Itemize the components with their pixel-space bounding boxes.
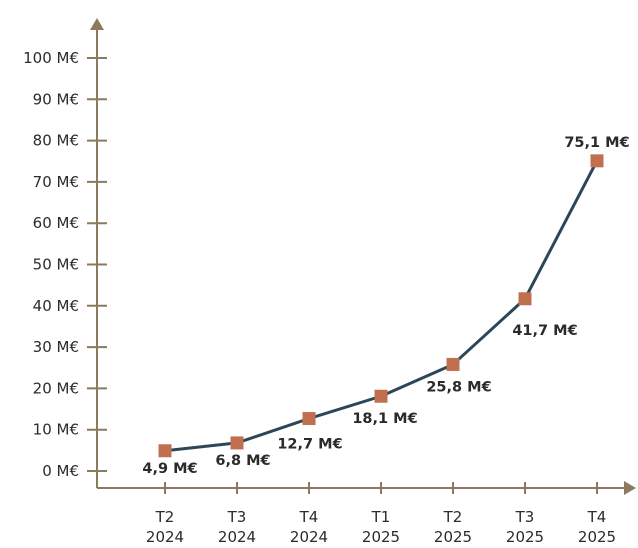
x-tick-label-quarter: T2 xyxy=(155,508,175,526)
x-tick-label-year: 2025 xyxy=(362,528,400,546)
data-point-marker xyxy=(374,389,388,403)
series-group xyxy=(158,154,604,458)
x-tick-label-quarter: T4 xyxy=(299,508,319,526)
data-label: 75,1 M€ xyxy=(564,135,629,151)
data-labels: 4,9 M€ 6,8 M€ 12,7 M€ 18,1 M€ 25,8 M€ 41,7 M€… xyxy=(142,135,629,477)
data-label: 41,7 M€ xyxy=(512,323,577,339)
y-tick-label: 60 M€ xyxy=(33,214,79,232)
x-tick-label-year: 2024 xyxy=(290,528,328,546)
x-tick-label-quarter: T1 xyxy=(371,508,391,526)
x-tick-label-quarter: T3 xyxy=(515,508,535,526)
y-tick-label: 40 M€ xyxy=(33,297,79,315)
x-tick-label-year: 2025 xyxy=(578,528,616,546)
y-axis-arrow xyxy=(90,18,104,30)
y-tick-label: 100 M€ xyxy=(23,49,79,67)
data-point-marker xyxy=(590,154,604,168)
data-point-marker xyxy=(158,444,172,458)
series-line xyxy=(164,160,599,453)
data-label: 12,7 M€ xyxy=(277,437,342,453)
x-tick-label-year: 2025 xyxy=(506,528,544,546)
y-axis-ticks: 0 M€ 10 M€ 20 M€ 30 M€ 40 M€ 50 M€ 60 M€ 70 M€ 8… xyxy=(23,49,107,480)
y-tick-label: 30 M€ xyxy=(33,338,79,356)
y-tick-label: 0 M€ xyxy=(42,462,79,480)
data-point-marker xyxy=(230,436,244,450)
data-label: 25,8 M€ xyxy=(426,379,491,395)
y-tick-label: 20 M€ xyxy=(33,379,79,397)
x-tick-label-year: 2024 xyxy=(146,528,184,546)
data-point-marker xyxy=(446,357,460,371)
x-tick-label-quarter: T2 xyxy=(443,508,463,526)
x-tick-label-quarter: T4 xyxy=(587,508,607,526)
data-point-marker xyxy=(302,412,316,426)
x-tick-label-quarter: T3 xyxy=(227,508,247,526)
x-axis-ticks: T2 2024 T3 2024 T4 2024 T1 2025 T2 2025 T3 2025 T4 20… xyxy=(146,482,616,546)
data-label: 18,1 M€ xyxy=(352,411,417,427)
y-tick-label: 50 M€ xyxy=(33,256,79,274)
data-point-marker xyxy=(518,292,532,306)
x-axis-arrow xyxy=(624,481,636,495)
data-label: 4,9 M€ xyxy=(142,461,197,477)
y-tick-label: 80 M€ xyxy=(33,132,79,150)
y-tick-label: 70 M€ xyxy=(33,173,79,191)
x-tick-label-year: 2024 xyxy=(218,528,256,546)
axes xyxy=(90,18,636,495)
y-tick-label: 90 M€ xyxy=(33,90,79,108)
x-tick-label-year: 2025 xyxy=(434,528,472,546)
data-label: 6,8 M€ xyxy=(215,453,270,469)
y-tick-label: 10 M€ xyxy=(33,421,79,439)
